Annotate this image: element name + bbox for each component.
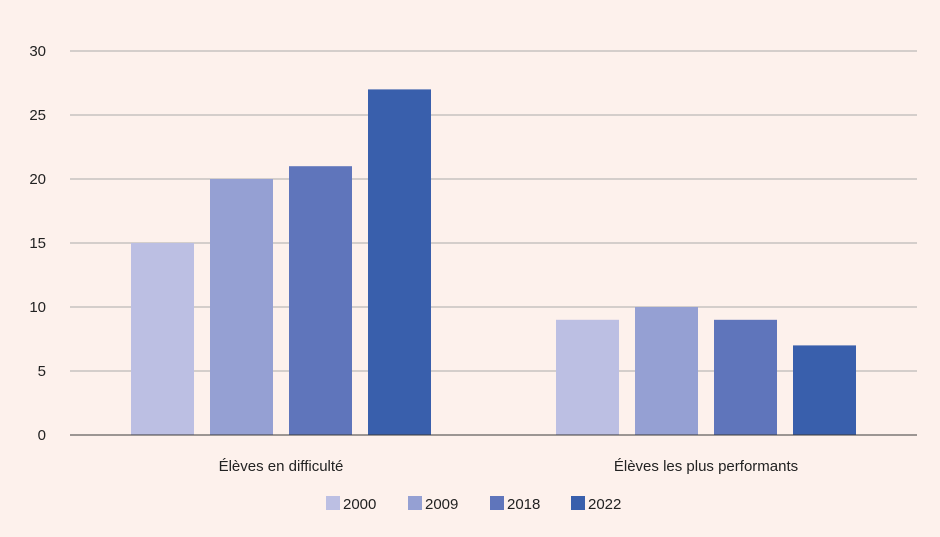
- bar-2018: [289, 166, 352, 435]
- legend-label: 2009: [425, 496, 458, 513]
- legend-swatch: [326, 496, 340, 510]
- legend-label: 2000: [343, 496, 376, 513]
- legend: 2000 2009 2018 2022: [326, 496, 621, 513]
- legend-swatch: [571, 496, 585, 510]
- bar-2022: [368, 89, 431, 436]
- y-tick-label: 15: [29, 235, 46, 252]
- bar-2000: [131, 243, 194, 435]
- y-tick-label: 5: [38, 363, 46, 380]
- y-tick-label: 25: [29, 107, 46, 124]
- x-tick-label: Élèves en difficulté: [219, 458, 344, 475]
- gridlines: [70, 50, 917, 436]
- legend-swatch: [408, 496, 422, 510]
- legend-label: 2018: [507, 496, 540, 513]
- y-tick-label: 20: [29, 171, 46, 188]
- bars: [70, 89, 917, 436]
- legend-label: 2022: [588, 496, 621, 513]
- bar-2018: [714, 319, 777, 435]
- y-tick-label: 30: [29, 43, 46, 60]
- bar-2009: [635, 307, 698, 435]
- x-axis-ticks: Élèves en difficulté Élèves les plus perf…: [219, 458, 799, 475]
- y-tick-label: 10: [29, 299, 46, 316]
- bar-2022: [793, 345, 856, 435]
- bar-2000: [556, 319, 619, 435]
- bar-2009: [210, 179, 273, 435]
- y-axis-ticks: 0 5 10 15 20 25 30: [29, 43, 46, 444]
- legend-swatch: [490, 496, 504, 510]
- x-tick-label: Élèves les plus performants: [614, 458, 798, 475]
- y-tick-label: 0: [38, 427, 46, 444]
